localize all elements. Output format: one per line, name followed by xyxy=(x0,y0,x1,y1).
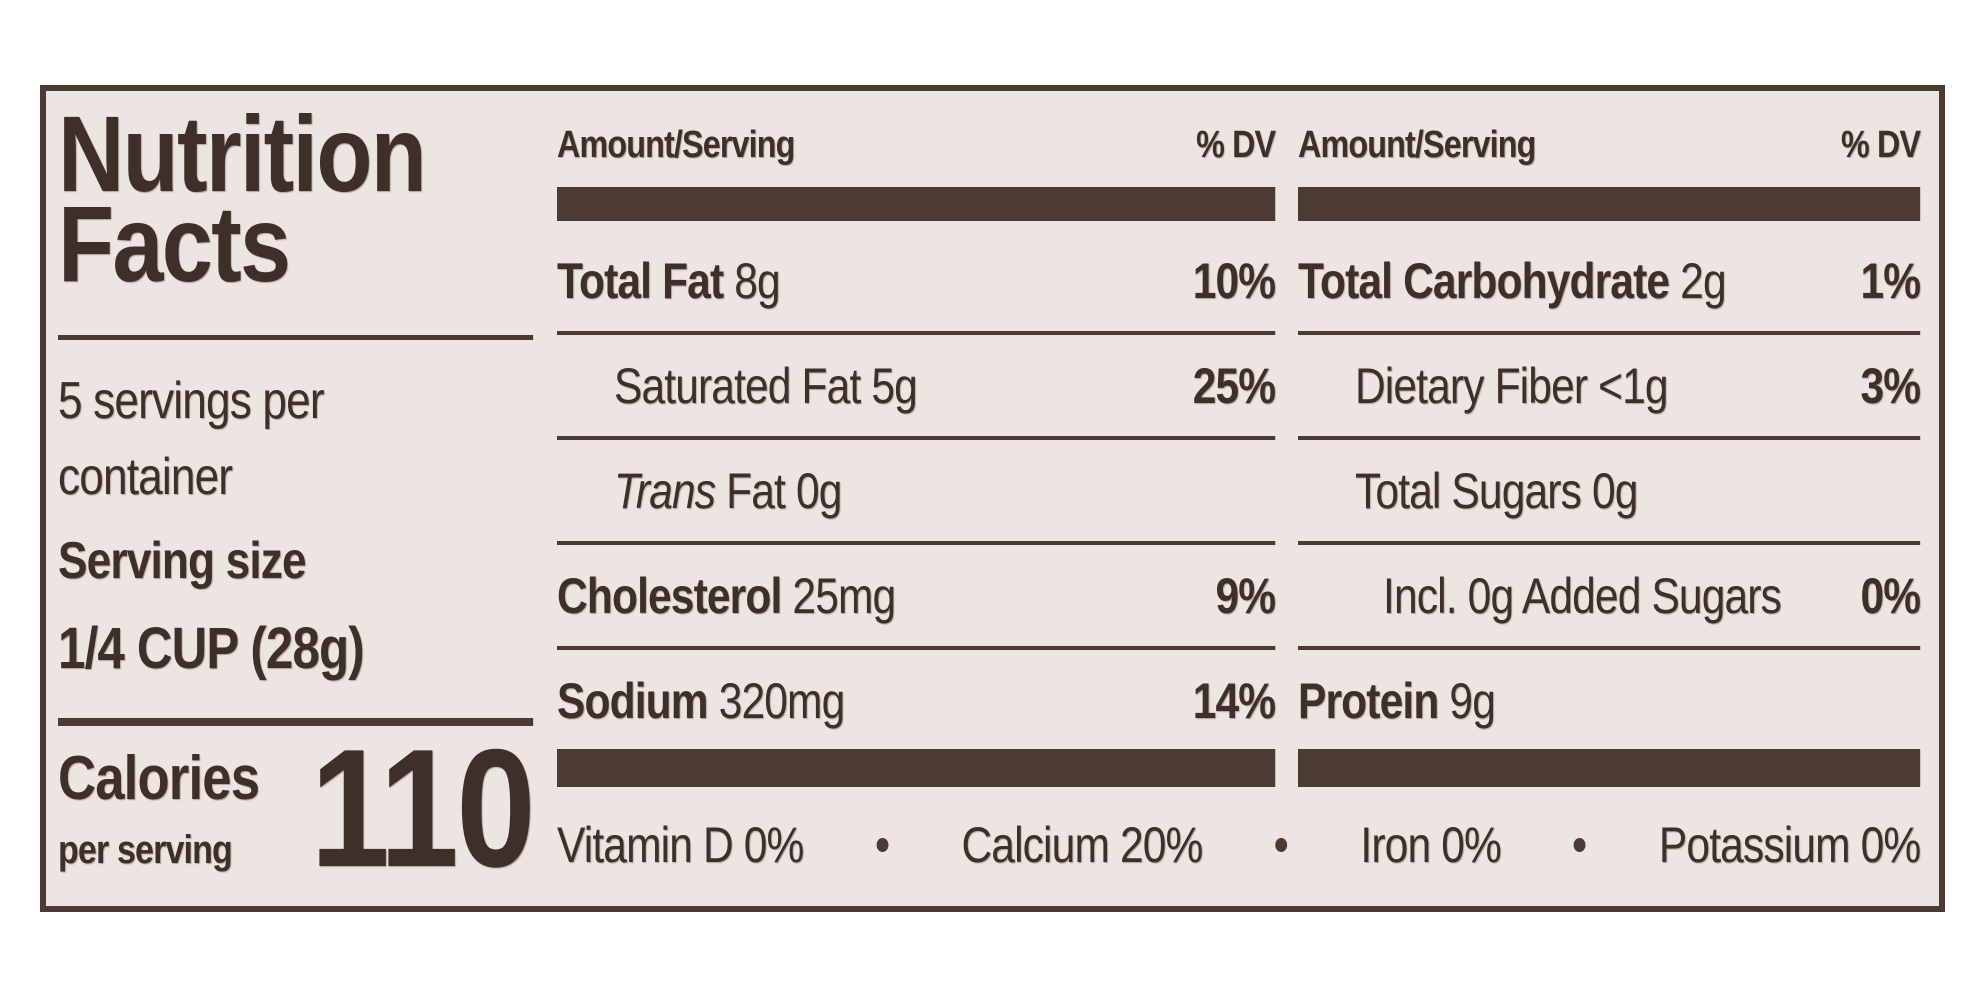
vitamin-row: Vitamin D 0% Calcium 20% Iron 0% Potassium … xyxy=(557,805,1922,885)
nutrient: Trans Fat 0g xyxy=(557,462,842,520)
nutrient-dv: 25% xyxy=(1192,358,1276,414)
nutrient-amount: <1g xyxy=(1598,358,1668,414)
nutrient-name: Total Carbohydrate xyxy=(1298,253,1670,309)
nutrient-row: Dietary Fiber <1g 3% xyxy=(1298,336,1921,436)
nutrient-row: Total Sugars 0g xyxy=(1298,441,1920,541)
nutrient-row: Protein 9g xyxy=(1298,651,1920,751)
vitamin-dv: 20% xyxy=(1119,817,1203,873)
nutrient-amount: 8g xyxy=(734,253,780,309)
vitamin: Potassium 0% xyxy=(1658,816,1922,874)
nutrient: Saturated Fat 5g xyxy=(557,357,918,415)
nutrient-column: Amount/Serving % DV Total Fat 8g 10% Saturat… xyxy=(557,91,1277,906)
dv-header: % DV xyxy=(1196,123,1276,166)
nutrient-dv: 14% xyxy=(1192,673,1276,729)
serving-size: 1/4 CUP (28g) xyxy=(58,616,365,681)
nutrient-row: Total Carbohydrate 2g 1% xyxy=(1298,231,1921,331)
nutrient: Total Fat 8g xyxy=(557,252,781,310)
row-divider xyxy=(1298,541,1921,545)
nutrient: Total Carbohydrate 2g xyxy=(1298,252,1727,310)
nutrient-name: Dietary Fiber xyxy=(1354,358,1588,414)
nutrient-dv: 9% xyxy=(1215,568,1277,624)
nutrient-prefix: Trans xyxy=(613,463,716,519)
nutrient-amount: 2g xyxy=(1680,253,1726,309)
calories-label: Calories xyxy=(58,744,260,813)
nutrient-column: Amount/Serving % DV Total Carbohydrate 2g 1… xyxy=(1298,91,1921,906)
nutrient: Protein 9g xyxy=(1298,672,1496,730)
nutrient: Cholesterol 25mg xyxy=(557,567,896,625)
nutrient-amount: 320mg xyxy=(718,673,846,729)
servings: 5 servings per container xyxy=(58,372,325,506)
amount-header: Amount/Serving xyxy=(1298,123,1536,166)
title: Nutrition Facts xyxy=(58,93,427,304)
row-divider xyxy=(1298,646,1921,650)
nutrient-dv: 3% xyxy=(1860,358,1921,414)
nutrient-amount: 9g xyxy=(1449,673,1496,729)
vitamin-name: Calcium xyxy=(961,817,1109,873)
nutrient-name: Cholesterol xyxy=(557,568,782,624)
vitamin: Iron 0% xyxy=(1360,816,1501,874)
nutrition-label: Nutrition Facts 5 servings per container… xyxy=(40,85,1945,912)
vitamin-line: Vitamin D 0% Calcium 20% Iron 0% Potassium … xyxy=(557,805,1922,885)
thick-bar xyxy=(1298,187,1921,221)
nutrient-amount: 0g xyxy=(795,463,842,519)
nutrient-row: Cholesterol 25mg 9% xyxy=(557,546,1277,646)
nutrient: Total Sugars 0g xyxy=(1298,462,1638,520)
nutrient-amount: 25mg xyxy=(792,568,896,624)
calories-value: 110 xyxy=(310,714,535,902)
nutrient-amount: 0g xyxy=(1591,463,1638,519)
nutrient-row: Trans Fat 0g xyxy=(557,441,1275,541)
vitamin-dv: 0% xyxy=(1441,817,1502,873)
nutrient-row: Saturated Fat 5g 25% xyxy=(557,336,1276,436)
column-header: Amount/Serving % DV xyxy=(557,121,1276,169)
dv-header: % DV xyxy=(1841,123,1921,166)
row-divider xyxy=(1298,331,1921,335)
nutrient-row: Incl. 0g Added Sugars 0% xyxy=(1298,546,1921,646)
vitamin-dv: 0% xyxy=(743,817,805,873)
thick-divider xyxy=(58,718,534,726)
row-divider xyxy=(557,436,1276,440)
row-divider xyxy=(557,646,1276,650)
vitamin-name: Vitamin D xyxy=(557,817,734,873)
nutrient-name: Sodium xyxy=(557,673,709,729)
nutrient-dv: 0% xyxy=(1860,568,1921,624)
nutrient-name: Protein xyxy=(1298,673,1439,729)
calories-sub: per serving xyxy=(58,828,233,872)
separator-dot xyxy=(876,838,889,852)
vitamin-name: Potassium xyxy=(1658,817,1851,873)
separator-dot xyxy=(1275,838,1288,852)
vitamin: Vitamin D 0% xyxy=(557,816,804,874)
nutrient-row: Total Fat 8g 10% xyxy=(557,231,1276,331)
summary-panel: Nutrition Facts 5 servings per container… xyxy=(58,91,536,906)
nutrient-name: Saturated Fat xyxy=(613,358,861,414)
vitamin: Calcium 20% xyxy=(961,816,1203,874)
column-header: Amount/Serving % DV xyxy=(1298,121,1921,169)
row-divider xyxy=(557,541,1276,545)
amount-header: Amount/Serving xyxy=(557,123,795,166)
row-divider xyxy=(557,331,1276,335)
nutrient-name: Fat xyxy=(726,463,786,519)
vitamin-dv: 0% xyxy=(1860,817,1922,873)
thick-bar xyxy=(557,749,1276,787)
row-divider xyxy=(1298,436,1921,440)
separator-dot xyxy=(1573,838,1586,852)
nutrient-name: Total Sugars xyxy=(1354,463,1582,519)
thick-bar xyxy=(557,187,1276,221)
thick-bar xyxy=(1298,749,1921,787)
nutrient-name: Total Fat xyxy=(557,253,724,309)
nutrient-dv: 1% xyxy=(1860,253,1921,309)
nutrient-name: Incl. 0g Added Sugars xyxy=(1383,568,1782,624)
nutrient-row: Sodium 320mg 14% xyxy=(557,651,1276,751)
nutrient: Dietary Fiber <1g xyxy=(1298,357,1669,415)
nutrient: Incl. 0g Added Sugars xyxy=(1298,567,1782,625)
vitamin-name: Iron xyxy=(1360,817,1431,873)
nutrient-amount: 5g xyxy=(871,358,917,414)
divider xyxy=(58,335,534,340)
nutrient-dv: 10% xyxy=(1192,253,1276,309)
nutrient: Sodium 320mg xyxy=(557,672,846,730)
serving-size-label: Serving size xyxy=(58,532,307,590)
